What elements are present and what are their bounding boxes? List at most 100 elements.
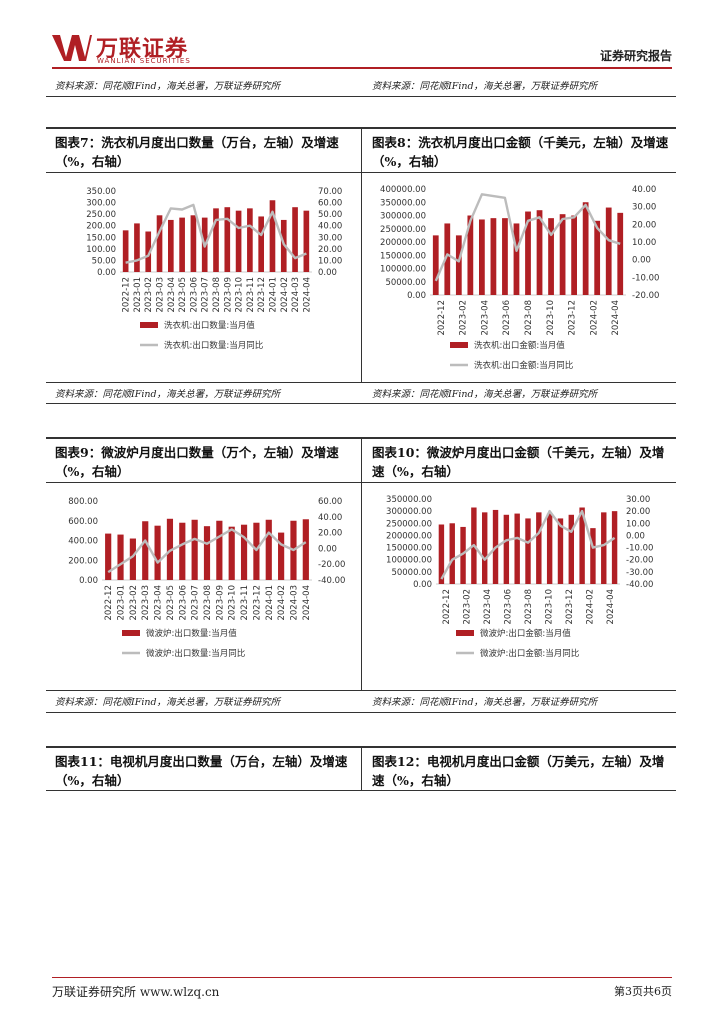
right-tick-label: 30.00 bbox=[632, 203, 656, 213]
legend-line-label: 洗衣机:出口金额:当月同比 bbox=[474, 360, 573, 371]
bar bbox=[503, 514, 510, 584]
microwave-quantity-chart: 800.00 600.00 400.00 200.00 0.00 60.00 40.00 20… bbox=[68, 497, 345, 659]
x-tick-label: 2023-04 bbox=[483, 589, 493, 625]
doc-type-label: 证券研究报告 bbox=[599, 49, 672, 63]
bar bbox=[449, 523, 455, 584]
x-tick-label: 2023-11 bbox=[240, 585, 250, 621]
bar bbox=[105, 533, 112, 580]
column-divider bbox=[361, 746, 362, 790]
bar bbox=[265, 519, 272, 580]
logo-subtext: WANLIAN SECURITIES bbox=[97, 57, 191, 65]
table-rule bbox=[46, 482, 676, 483]
table-rule bbox=[46, 172, 676, 173]
x-tick-label: 2023-10 bbox=[235, 277, 245, 313]
table-rule bbox=[46, 96, 676, 97]
x-tick-label: 2023-03 bbox=[141, 585, 151, 621]
left-tick-label: 250.00 bbox=[86, 210, 116, 220]
left-tick-label: 350000.00 bbox=[380, 198, 426, 208]
wanlian-logo-icon bbox=[52, 35, 92, 61]
left-tick-label: 800.00 bbox=[68, 497, 98, 507]
x-tick-label: 2023-12 bbox=[257, 277, 267, 313]
bar bbox=[546, 513, 553, 584]
bar bbox=[203, 526, 211, 580]
x-tick-label: 2022-12 bbox=[122, 277, 132, 313]
left-tick-label: 350000.00 bbox=[386, 495, 432, 505]
bar bbox=[482, 512, 488, 584]
x-tick-label: 2023-06 bbox=[504, 589, 514, 625]
x-tick-label: 2024-02 bbox=[280, 277, 290, 313]
x-tick-label: 2024-04 bbox=[611, 300, 621, 336]
legend-bar-label: 微波炉:出口金额:当月值 bbox=[480, 628, 571, 639]
left-tick-label: 50.00 bbox=[92, 256, 116, 266]
left-tick-label: 0.00 bbox=[79, 576, 98, 586]
chart-title: 图表8：洗衣机月度出口金额（千美元，左轴）及增速（%，右轴） bbox=[372, 135, 669, 169]
logo-text: 万联证券 bbox=[96, 37, 189, 62]
legend-bar-label: 洗衣机:出口金额:当月值 bbox=[474, 340, 565, 351]
bar bbox=[247, 208, 253, 272]
x-tick-label: 2023-08 bbox=[524, 300, 534, 336]
right-tick-label: -40.00 bbox=[318, 576, 345, 586]
x-tick-label: 2023-12 bbox=[252, 585, 262, 621]
bar bbox=[190, 215, 197, 272]
left-tick-label: 300.00 bbox=[86, 199, 116, 209]
x-tick-label: 2023-06 bbox=[178, 585, 188, 621]
legend-bar-swatch bbox=[122, 630, 140, 636]
bar bbox=[525, 518, 531, 584]
bar bbox=[582, 202, 589, 295]
bar bbox=[579, 507, 585, 584]
washer-value-chart: 400000.00 350000.00 300000.00 250000.00 2000… bbox=[380, 185, 659, 371]
bar bbox=[166, 518, 174, 580]
chart-title: 图表10：微波炉月度出口金额（千美元，左轴）及增速（%，右轴） bbox=[372, 445, 665, 479]
right-tick-label: 50.00 bbox=[318, 210, 342, 220]
table-rule bbox=[46, 403, 676, 404]
bar bbox=[490, 218, 497, 295]
growth-line bbox=[107, 528, 307, 574]
left-tick-label: 300000.00 bbox=[386, 507, 432, 517]
bar bbox=[568, 514, 574, 584]
bar bbox=[594, 220, 601, 295]
bar bbox=[154, 525, 161, 580]
growth-line bbox=[434, 193, 621, 282]
x-tick-label: 2023-06 bbox=[502, 300, 512, 336]
bar bbox=[590, 528, 596, 584]
bar bbox=[269, 200, 276, 272]
right-tick-label: 40.00 bbox=[632, 185, 656, 195]
x-tick-label: 2024-01 bbox=[265, 585, 275, 621]
source-note: 资料来源：同花顺IFind，海关总署，万联证券研究所 bbox=[55, 697, 281, 708]
left-tick-label: 100.00 bbox=[86, 245, 116, 255]
x-tick-label: 2023-05 bbox=[178, 277, 188, 313]
table-rule bbox=[46, 790, 676, 791]
bar bbox=[438, 524, 445, 584]
left-tick-label: 200.00 bbox=[68, 556, 98, 566]
chart-title: 图表7：洗衣机月度出口数量（万台，左轴）及增速（%，右轴） bbox=[55, 135, 339, 169]
bar bbox=[460, 526, 466, 584]
bar bbox=[611, 511, 618, 584]
x-tick-label: 2023-04 bbox=[480, 300, 490, 336]
right-tick-label: 10.00 bbox=[626, 519, 650, 529]
bar bbox=[292, 207, 298, 272]
bar bbox=[601, 512, 607, 584]
left-tick-label: 300000.00 bbox=[380, 212, 426, 222]
bar bbox=[432, 235, 439, 295]
right-tick-label: 0.00 bbox=[632, 256, 651, 266]
header-divider bbox=[52, 67, 672, 69]
bar bbox=[605, 207, 612, 295]
x-tick-label: 2022-12 bbox=[437, 300, 447, 336]
washer-quantity-chart: 350.00300.00250.00200.00150.00100.0050.0… bbox=[86, 187, 342, 351]
right-tick-label: 70.00 bbox=[318, 187, 342, 197]
x-tick-label: 2024-03 bbox=[291, 277, 301, 313]
page-number: 第3页共6页 bbox=[614, 985, 672, 998]
bar bbox=[525, 211, 531, 295]
table-rule bbox=[46, 690, 676, 691]
right-tick-label: -10.00 bbox=[626, 544, 653, 554]
page-header: 万联证券 WANLIAN SECURITIES 证券研究报告 bbox=[0, 0, 724, 70]
right-tick-label: 20.00 bbox=[318, 245, 342, 255]
x-tick-label: 2023-01 bbox=[117, 585, 127, 621]
right-tick-label: -10.00 bbox=[632, 273, 659, 283]
bar bbox=[502, 218, 508, 295]
bar bbox=[216, 520, 223, 580]
x-tick-label: 2023-02 bbox=[463, 589, 473, 625]
x-tick-label: 2023-06 bbox=[189, 277, 199, 313]
left-tick-label: 200000.00 bbox=[386, 531, 432, 541]
footer-company: 万联证券研究所 www.wlzq.cn bbox=[52, 985, 220, 999]
